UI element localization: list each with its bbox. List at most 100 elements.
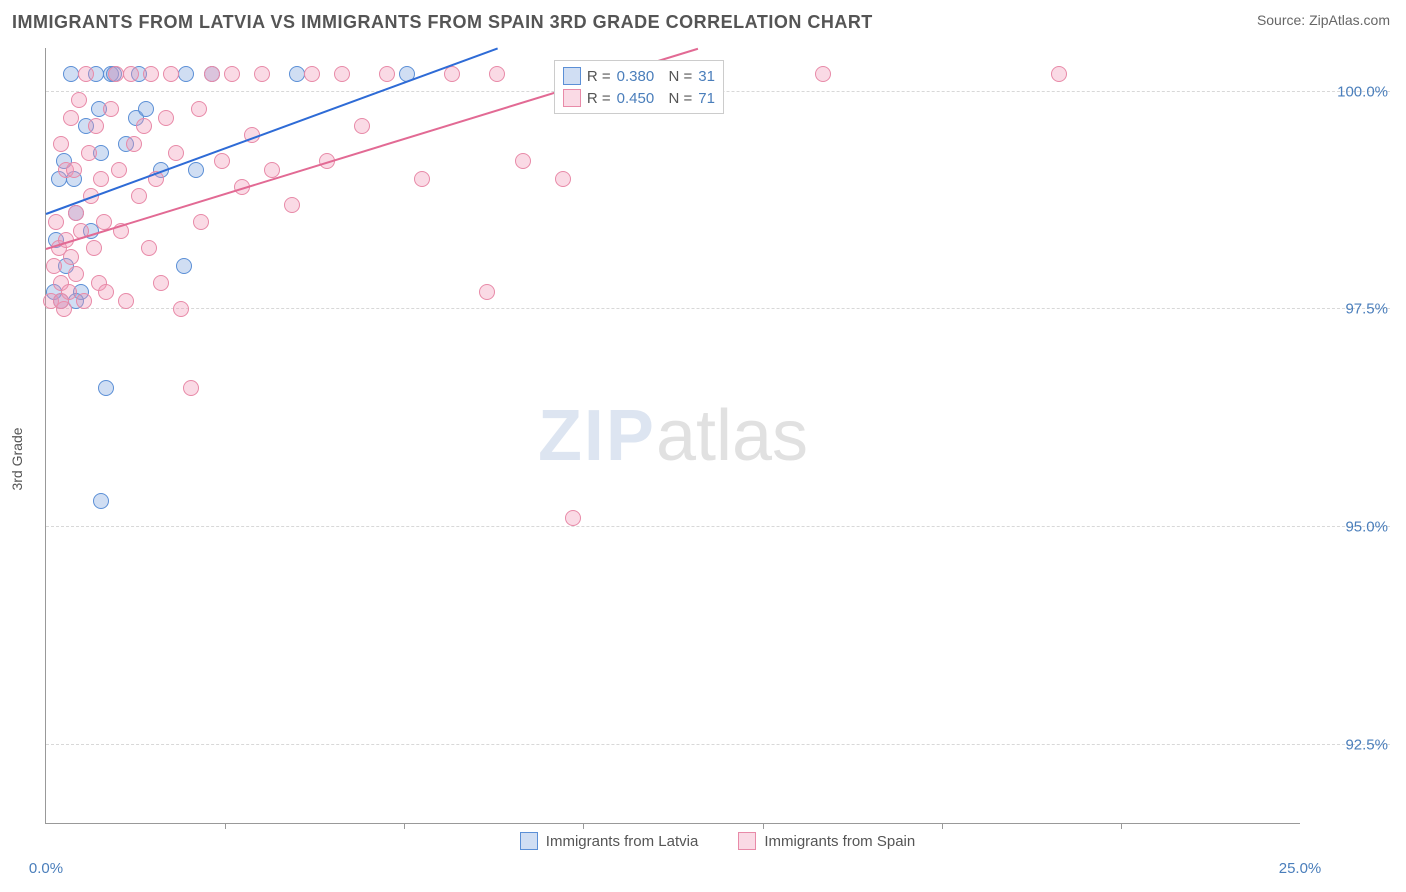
data-point (53, 136, 69, 152)
header: IMMIGRANTS FROM LATVIA VS IMMIGRANTS FRO… (0, 0, 1406, 41)
data-point (414, 171, 430, 187)
correlation-legend-row: R = 0.450 N = 71 (563, 87, 715, 109)
data-point (138, 101, 154, 117)
data-point (354, 118, 370, 134)
data-point (143, 66, 159, 82)
x-tick-label: 0.0% (29, 860, 63, 877)
y-axis-label: 3rd Grade (9, 427, 25, 490)
data-point (191, 101, 207, 117)
legend-swatch (520, 832, 538, 850)
legend-n-label: N = (660, 68, 692, 85)
data-point (111, 162, 127, 178)
legend-r-label: R = (587, 68, 611, 85)
data-point (289, 66, 305, 82)
source-link[interactable]: ZipAtlas.com (1309, 12, 1390, 28)
data-point (93, 171, 109, 187)
data-point (76, 293, 92, 309)
gridline-h (46, 308, 1390, 309)
data-point (193, 214, 209, 230)
data-point (103, 101, 119, 117)
data-point (81, 145, 97, 161)
data-point (63, 66, 79, 82)
data-point (1051, 66, 1067, 82)
chart-container: 3rd Grade ZIPatlas R = 0.380 N = 31R = 0… (45, 48, 1390, 854)
data-point (178, 66, 194, 82)
data-point (48, 214, 64, 230)
x-minor-tick (404, 823, 405, 829)
data-point (68, 266, 84, 282)
data-point (123, 66, 139, 82)
data-point (68, 205, 84, 221)
data-point (176, 258, 192, 274)
x-minor-tick (1121, 823, 1122, 829)
correlation-legend-row: R = 0.380 N = 31 (563, 65, 715, 87)
data-point (93, 493, 109, 509)
data-point (158, 110, 174, 126)
data-point (63, 110, 79, 126)
data-point (46, 258, 62, 274)
correlation-legend: R = 0.380 N = 31R = 0.450 N = 71 (554, 60, 724, 114)
data-point (153, 275, 169, 291)
data-point (66, 162, 82, 178)
legend-r-value: 0.450 (617, 90, 655, 107)
plot-area: ZIPatlas R = 0.380 N = 31R = 0.450 N = 7… (45, 48, 1300, 824)
data-point (284, 197, 300, 213)
data-point (168, 145, 184, 161)
data-point (188, 162, 204, 178)
data-point (163, 66, 179, 82)
legend-label: Immigrants from Spain (764, 833, 915, 850)
data-point (304, 66, 320, 82)
data-point (565, 510, 581, 526)
legend-swatch (563, 67, 581, 85)
y-tick-label: 100.0% (1308, 83, 1388, 100)
data-point (815, 66, 831, 82)
x-minor-tick (225, 823, 226, 829)
legend-swatch (738, 832, 756, 850)
data-point (71, 92, 87, 108)
legend-n-value: 31 (698, 68, 715, 85)
y-tick-label: 97.5% (1308, 301, 1388, 318)
data-point (88, 118, 104, 134)
data-point (136, 118, 152, 134)
y-tick-label: 95.0% (1308, 518, 1388, 535)
data-point (131, 188, 147, 204)
legend-n-label: N = (660, 90, 692, 107)
watermark: ZIPatlas (538, 395, 808, 477)
legend-item: Immigrants from Latvia (520, 832, 699, 850)
data-point (98, 284, 114, 300)
series-legend: Immigrants from Latvia Immigrants from Sp… (45, 832, 1390, 850)
legend-r-label: R = (587, 90, 611, 107)
gridline-h (46, 526, 1390, 527)
data-point (254, 66, 270, 82)
x-minor-tick (763, 823, 764, 829)
data-point (515, 153, 531, 169)
data-point (78, 66, 94, 82)
data-point (334, 66, 350, 82)
data-point (126, 136, 142, 152)
data-point (108, 66, 124, 82)
data-point (555, 171, 571, 187)
data-point (118, 293, 134, 309)
data-point (141, 240, 157, 256)
data-point (183, 380, 199, 396)
data-point (53, 293, 69, 309)
data-point (173, 301, 189, 317)
data-point (86, 240, 102, 256)
data-point (444, 66, 460, 82)
data-point (204, 66, 220, 82)
legend-swatch (563, 89, 581, 107)
gridline-h (46, 744, 1390, 745)
legend-item: Immigrants from Spain (738, 832, 915, 850)
data-point (264, 162, 280, 178)
data-point (224, 66, 240, 82)
data-point (379, 66, 395, 82)
data-point (214, 153, 230, 169)
chart-title: IMMIGRANTS FROM LATVIA VS IMMIGRANTS FRO… (12, 12, 873, 33)
y-tick-label: 92.5% (1308, 736, 1388, 753)
data-point (489, 66, 505, 82)
x-minor-tick (942, 823, 943, 829)
source-label: Source: ZipAtlas.com (1257, 12, 1390, 28)
data-point (63, 249, 79, 265)
x-tick-label: 25.0% (1279, 860, 1322, 877)
data-point (479, 284, 495, 300)
